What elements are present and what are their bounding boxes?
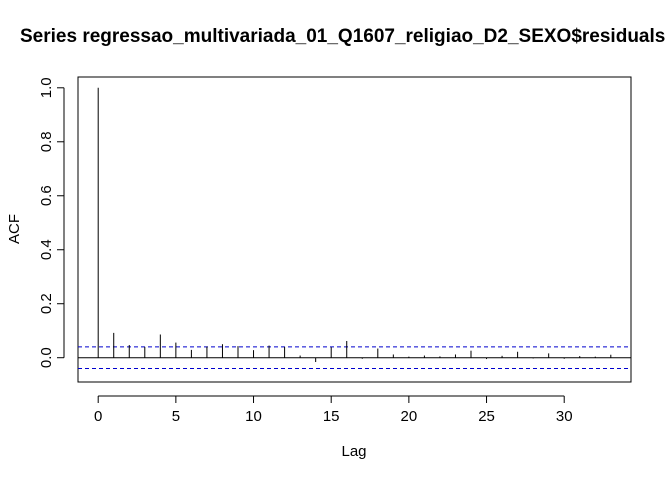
x-tick-label: 10 — [245, 408, 262, 425]
y-tick-label: 0.8 — [38, 131, 55, 152]
confidence-bounds — [78, 346, 631, 370]
x-axis-label: Lag — [341, 443, 366, 460]
x-tick-label: 5 — [172, 408, 180, 425]
x-tick-label: 15 — [323, 408, 340, 425]
acf-bars — [97, 87, 612, 363]
x-axis: 0 5 10 15 20 25 30 — [94, 395, 573, 425]
y-axis-label: ACF — [6, 214, 23, 244]
y-tick-label: 0.2 — [38, 293, 55, 314]
x-tick-label: 0 — [94, 408, 102, 425]
x-tick-label: 20 — [401, 408, 418, 425]
x-tick-label: 30 — [556, 408, 573, 425]
chart-title: Series regressao_multivariada_01_Q1607_r… — [20, 26, 665, 47]
x-tick-label: 25 — [478, 408, 495, 425]
y-tick-label: 1.0 — [38, 77, 55, 98]
y-axis: 0.0 0.2 0.4 0.6 0.8 1.0 — [38, 77, 65, 368]
plot-frame — [77, 76, 632, 383]
y-tick-label: 0.6 — [38, 185, 55, 206]
y-tick-label: 0.0 — [38, 347, 55, 368]
y-tick-label: 0.4 — [38, 239, 55, 260]
